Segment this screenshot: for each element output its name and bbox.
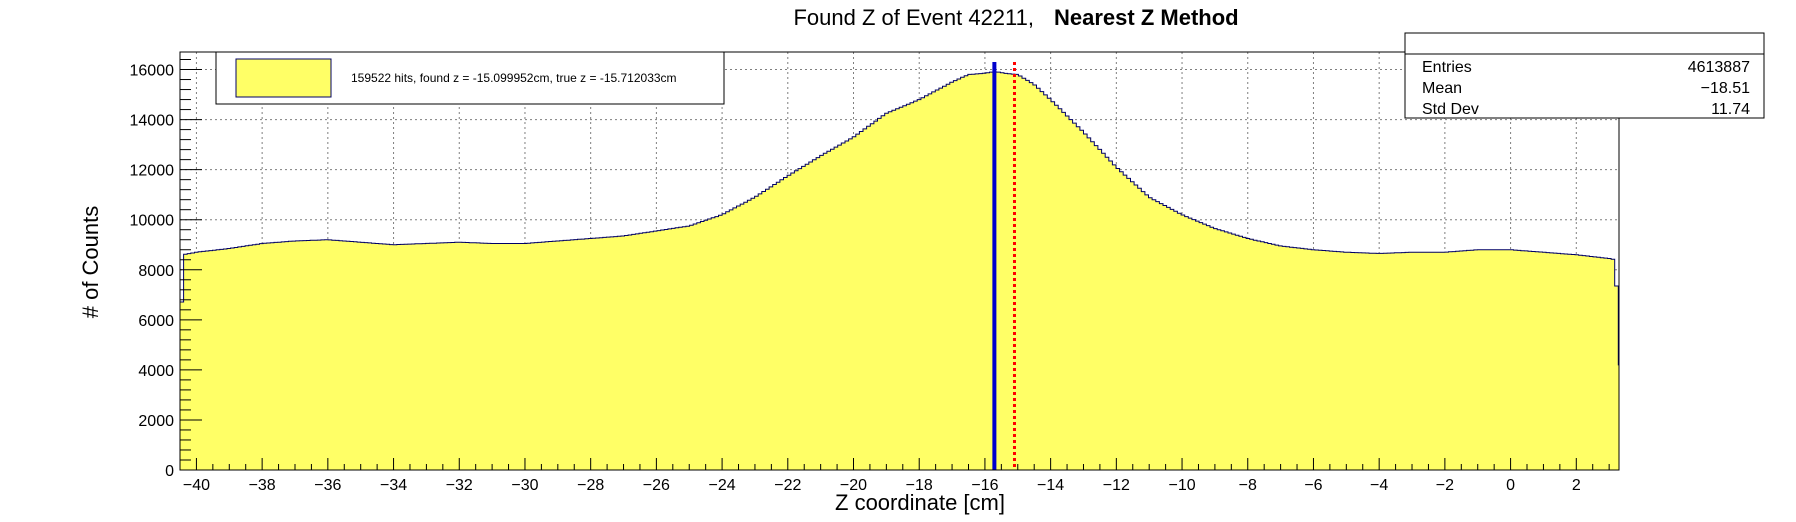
y-tick-label: 4000 bbox=[138, 363, 174, 380]
x-tick-label: −32 bbox=[446, 477, 473, 494]
x-tick-label: −16 bbox=[971, 477, 998, 494]
y-tick-label: 8000 bbox=[138, 263, 174, 280]
y-tick-label: 10000 bbox=[130, 213, 175, 230]
stats-label-entries: Entries bbox=[1422, 59, 1472, 76]
x-axis: −40 −38 −36 −34 −32 −30 −28 −26 −24 −22 −20 −18 −16−… bbox=[179, 458, 1610, 494]
y-tick-label: 2000 bbox=[138, 413, 174, 430]
x-tick-label: 2 bbox=[1572, 477, 1581, 494]
x-tick-label: −22 bbox=[774, 477, 801, 494]
chart-title: Found Z of Event 42211, bbox=[793, 5, 1034, 30]
x-tick-label: −30 bbox=[511, 477, 538, 494]
plot-frame bbox=[179, 51, 1620, 471]
stats-value-mean: −18.51 bbox=[1701, 80, 1750, 97]
x-tick-label: −8 bbox=[1239, 477, 1257, 494]
x-tick-label: −14 bbox=[1037, 477, 1064, 494]
x-tick-label: −34 bbox=[380, 477, 407, 494]
legend-entry: 159522 hits, found z = -15.099952cm, tru… bbox=[351, 71, 677, 85]
legend: 159522 hits, found z = -15.099952cm, tru… bbox=[215, 51, 725, 105]
x-tick-label: −28 bbox=[577, 477, 604, 494]
stats-label-stddev: Std Dev bbox=[1422, 101, 1479, 118]
legend-swatch bbox=[235, 58, 332, 98]
x-tick-label: −26 bbox=[643, 477, 670, 494]
stats-value-entries: 4613887 bbox=[1688, 59, 1750, 76]
y-tick-label: 16000 bbox=[130, 63, 175, 80]
stats-value-stddev: 11.74 bbox=[1711, 101, 1750, 118]
x-tick-label: −6 bbox=[1304, 477, 1322, 494]
stats-label-mean: Mean bbox=[1422, 80, 1462, 97]
x-tick-label: −4 bbox=[1370, 477, 1388, 494]
y-tick-label: 14000 bbox=[130, 113, 175, 130]
y-tick-label: 6000 bbox=[138, 313, 174, 330]
stats-frame bbox=[1404, 32, 1765, 119]
x-tick-label: −18 bbox=[906, 477, 933, 494]
x-tick-label: 0 bbox=[1506, 477, 1515, 494]
y-tick-label: 12000 bbox=[130, 163, 175, 180]
x-axis-label: Z coordinate [cm] bbox=[835, 490, 1005, 515]
x-tick-label: −38 bbox=[249, 477, 276, 494]
y-tick-label: 0 bbox=[165, 463, 174, 480]
x-tick-label: −2 bbox=[1436, 477, 1454, 494]
x-tick-label: −12 bbox=[1103, 477, 1130, 494]
stats-box: Entries 4613887 Mean −18.51 Std Dev 11.7… bbox=[1404, 32, 1765, 119]
x-tick-label: −10 bbox=[1168, 477, 1195, 494]
x-tick-label: −20 bbox=[840, 477, 867, 494]
histogram-bars bbox=[179, 71, 1620, 471]
x-tick-label: −36 bbox=[314, 477, 341, 494]
y-axis: 0 2000 4000 6000 8000 10000 12000 14000 16000 bbox=[130, 59, 202, 480]
y-axis-label: # of Counts bbox=[78, 206, 103, 319]
chart-title-method: Nearest Z Method bbox=[1054, 5, 1239, 30]
x-tick-label: −24 bbox=[709, 477, 736, 494]
x-tick-label: −40 bbox=[183, 477, 210, 494]
